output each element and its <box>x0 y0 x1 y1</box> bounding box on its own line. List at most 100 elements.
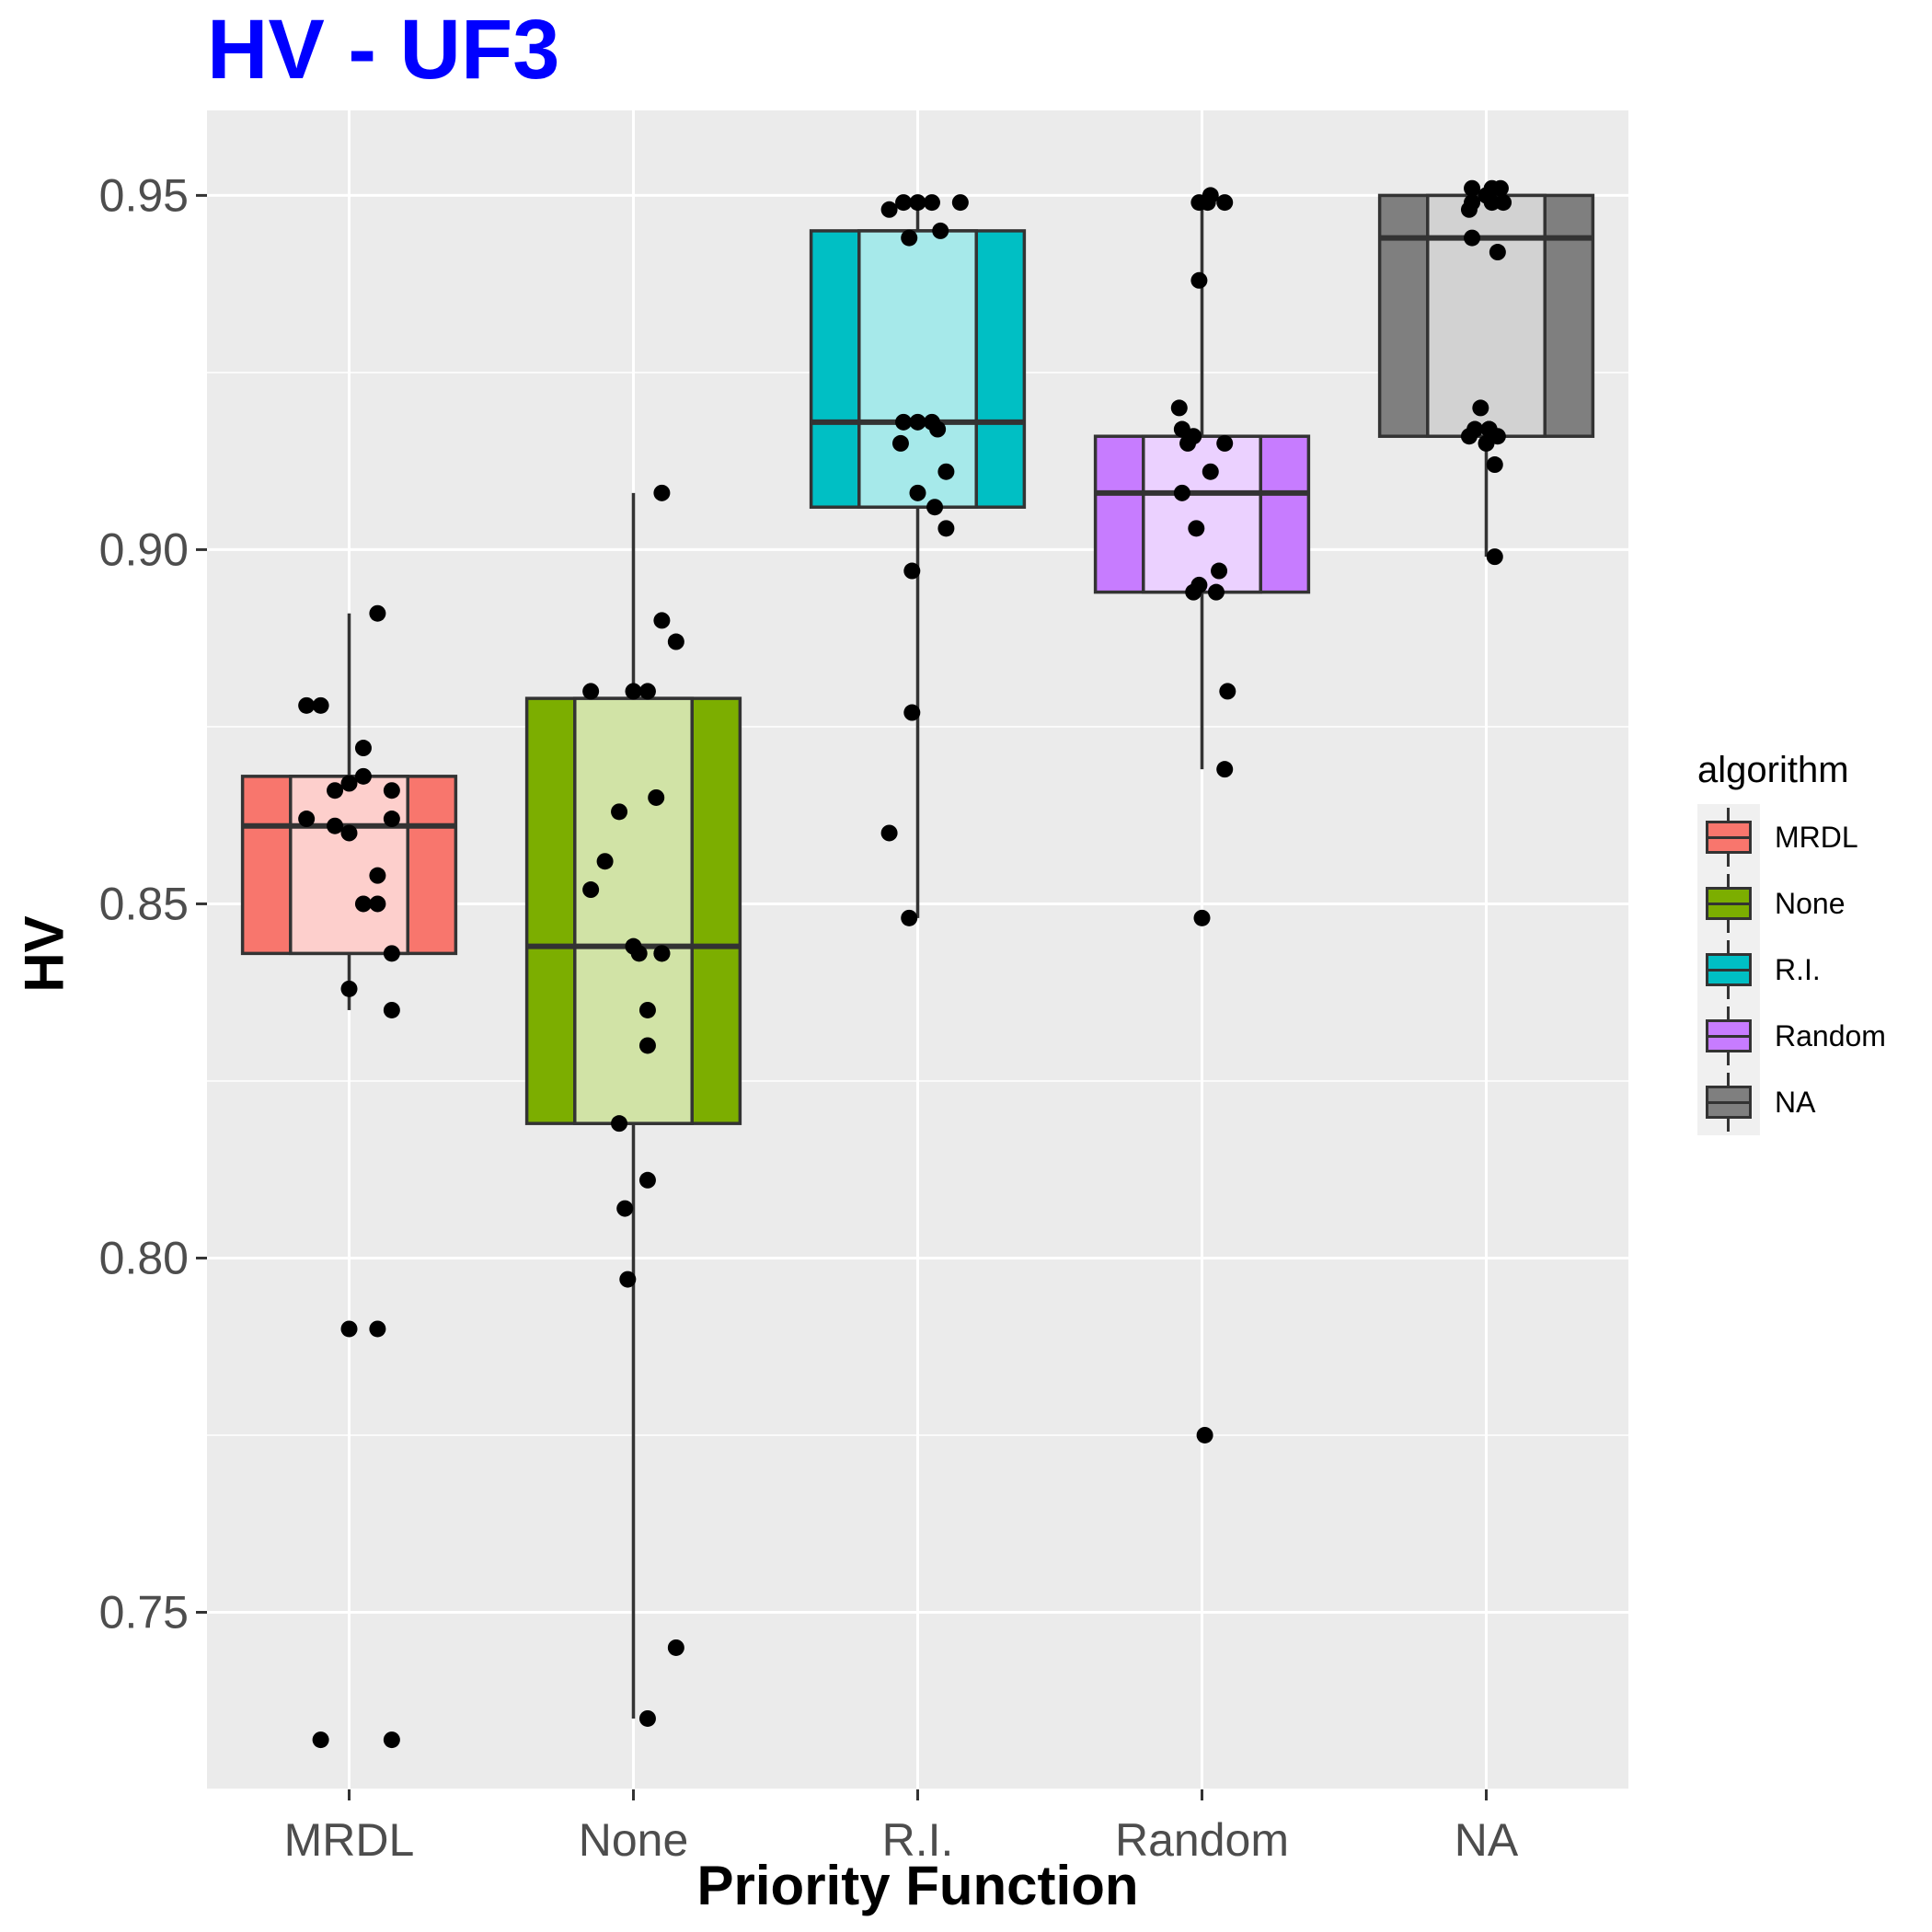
legend-item-na: NA <box>1697 1069 1886 1135</box>
x-axis: MRDL None R.I. Random NA <box>284 1789 1519 1866</box>
data-point <box>369 1320 386 1338</box>
legend-label: MRDL <box>1775 820 1858 854</box>
x-tick-label: NA <box>1455 1814 1519 1866</box>
data-point <box>923 194 940 212</box>
box-none <box>524 492 742 1719</box>
y-tick-label: 0.75 <box>99 1586 189 1638</box>
data-point <box>354 767 372 785</box>
y-axis-label: HV <box>13 915 75 993</box>
data-point <box>1219 683 1236 700</box>
box-inner-band <box>857 229 978 509</box>
box-inner-band <box>573 696 694 1125</box>
data-point <box>638 1171 656 1189</box>
y-tick-label: 0.85 <box>99 878 189 929</box>
data-point <box>340 824 358 842</box>
data-point <box>1202 463 1219 480</box>
data-point <box>909 413 926 431</box>
data-point <box>1188 520 1205 537</box>
data-point <box>909 194 926 212</box>
data-point <box>369 867 386 884</box>
data-point <box>616 1200 634 1217</box>
data-point <box>1211 562 1228 580</box>
data-point <box>1190 271 1208 289</box>
x-tick-label: R.I. <box>882 1814 954 1866</box>
data-point <box>667 1639 684 1656</box>
data-point <box>582 881 600 899</box>
data-point <box>901 909 918 926</box>
box-na <box>1377 188 1595 558</box>
data-point <box>1464 229 1481 247</box>
data-point <box>653 612 671 629</box>
data-point <box>901 229 918 247</box>
data-point <box>937 463 955 480</box>
data-point <box>354 740 372 757</box>
data-point <box>1179 434 1197 452</box>
data-point <box>1495 194 1512 212</box>
data-point <box>653 945 671 962</box>
data-point <box>611 803 628 821</box>
data-point <box>937 520 955 537</box>
data-point <box>1207 583 1225 601</box>
data-point <box>1196 1426 1213 1443</box>
legend-label: NA <box>1775 1085 1816 1119</box>
data-point <box>625 683 642 700</box>
data-point <box>891 434 909 452</box>
data-point <box>630 945 648 962</box>
data-point <box>340 980 358 997</box>
data-point <box>1216 761 1234 778</box>
data-point <box>1478 434 1495 452</box>
box-inner-band <box>1426 193 1547 438</box>
x-tick-label: MRDL <box>284 1814 415 1866</box>
legend-key <box>1697 1003 1760 1069</box>
data-point <box>1190 194 1208 212</box>
data-point <box>611 1115 628 1133</box>
data-point <box>298 696 316 714</box>
y-tick-label: 0.95 <box>99 169 189 221</box>
data-point <box>932 222 949 239</box>
data-point <box>369 895 386 913</box>
box-series <box>240 188 1595 1719</box>
x-tick-label: Random <box>1115 1814 1289 1866</box>
legend-key <box>1697 937 1760 1003</box>
data-point <box>653 484 671 501</box>
x-tick-label: None <box>579 1814 689 1866</box>
data-point <box>1480 420 1498 438</box>
data-points <box>298 179 1512 1749</box>
data-point <box>880 824 898 842</box>
data-point <box>312 696 329 714</box>
legend-item-none: None <box>1697 870 1886 937</box>
data-point <box>1460 201 1478 218</box>
data-point <box>1486 456 1503 474</box>
data-point <box>383 1001 400 1018</box>
data-point <box>1193 909 1211 926</box>
data-point <box>327 817 344 834</box>
x-axis-label: Priority Function <box>696 1855 1139 1916</box>
legend-key <box>1697 870 1760 937</box>
box-inner-band <box>1142 434 1262 594</box>
data-point <box>1173 484 1190 501</box>
data-point <box>383 782 400 799</box>
y-tick-label: 0.80 <box>99 1232 189 1283</box>
data-point <box>369 604 386 622</box>
data-point <box>951 194 969 212</box>
data-point <box>1466 420 1484 438</box>
data-point <box>880 201 898 218</box>
data-point <box>1483 194 1501 212</box>
data-point <box>638 1037 656 1054</box>
data-point <box>1216 194 1234 212</box>
data-point <box>909 484 926 501</box>
data-point <box>895 413 913 431</box>
data-point <box>895 194 913 212</box>
data-point <box>582 683 600 700</box>
data-point <box>327 782 344 799</box>
legend-label: None <box>1775 886 1846 920</box>
data-point <box>1486 548 1503 566</box>
data-point <box>1464 179 1481 197</box>
data-point <box>619 1271 637 1288</box>
data-point <box>1472 399 1489 417</box>
data-point <box>929 420 947 438</box>
legend-key <box>1697 804 1760 870</box>
legend-item-r-i-: R.I. <box>1697 937 1886 1003</box>
y-tick-label: 0.90 <box>99 523 189 575</box>
